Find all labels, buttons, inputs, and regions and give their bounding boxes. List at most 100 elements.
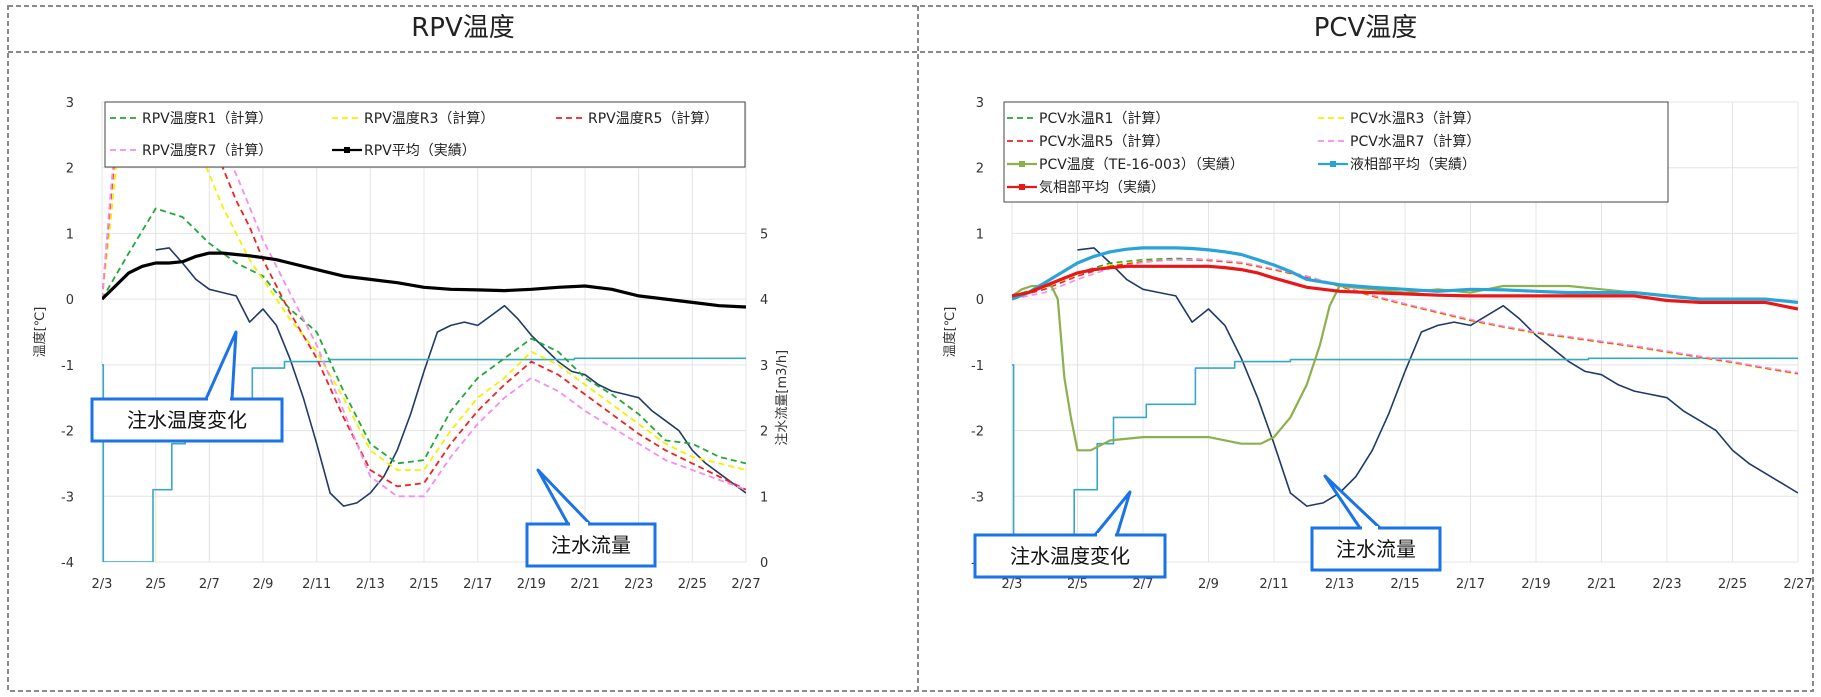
x-tick-label: 2/21 (570, 577, 599, 592)
legend-label: PCV水温R7（計算） (1350, 134, 1480, 150)
x-tick-label: 2/9 (1198, 577, 1219, 592)
series-line (102, 102, 746, 498)
y-tick-label: -3 (971, 490, 984, 505)
x-tick-label: 2/5 (1067, 577, 1088, 592)
y-tick-label: 2 (976, 162, 984, 177)
y-tick-label: 2 (66, 162, 74, 177)
x-tick-label: 2/17 (1456, 577, 1485, 592)
x-tick-label: 2/15 (409, 577, 438, 592)
y2-tick-label: 5 (1812, 227, 1813, 242)
legend-label: RPV平均（実績） (364, 143, 476, 159)
y2-tick-label: 1 (760, 490, 768, 505)
x-tick-label: 2/21 (1587, 577, 1616, 592)
callout-box (525, 522, 657, 568)
legend-label: 気相部平均（実績） (1039, 180, 1165, 196)
callout-label: 注水温度変化 (127, 408, 247, 432)
x-tick-label: 2/27 (731, 577, 760, 592)
legend-marker (1330, 161, 1336, 167)
pcv-temperature-chart: 2/3 2/5 2/7 2/9 2/11 2/13 2/15 2/17 2/19 2/21 2/23… (942, 96, 1813, 592)
y-tick-label: -3 (61, 490, 74, 505)
y2-tick-label: 2 (760, 425, 768, 440)
series-line (102, 207, 746, 465)
callout-label: 注水流量 (1336, 537, 1416, 561)
legend-label: RPV温度R1（計算） (142, 111, 272, 127)
panel-title-rpv: RPV温度 (411, 13, 515, 43)
y-tick-label: 1 (976, 227, 984, 242)
legend-marker (344, 147, 350, 153)
y2-tick-label: 0 (760, 556, 768, 571)
x-tick-label: 2/13 (356, 577, 385, 592)
legend-label: PCV温度（TE-16-003）（実績） (1039, 157, 1244, 173)
x-tick-label: 2/27 (1783, 577, 1812, 592)
y2-tick-label: 4 (1812, 293, 1813, 308)
legend-marker (1019, 161, 1025, 167)
y-tick-label: -1 (61, 359, 74, 374)
y-tick-label: 1 (66, 227, 74, 242)
x-tick-label: 2/23 (624, 577, 653, 592)
series-line (155, 247, 746, 507)
callout-box (973, 533, 1167, 579)
x-tick-label: 2/3 (92, 577, 113, 592)
x-tick-label: 2/11 (1259, 577, 1288, 592)
series-line (1012, 246, 1798, 304)
legend-label: RPV温度R5（計算） (588, 111, 718, 127)
callout-box (1310, 526, 1442, 572)
callout-box (90, 397, 284, 443)
callout-pointer (204, 330, 238, 401)
x-tick-label: 2/17 (463, 577, 492, 592)
legend-label: PCV水温R5（計算） (1039, 134, 1169, 150)
legend-box (104, 101, 746, 168)
x-tick-label: 2/23 (1652, 577, 1681, 592)
y-axis-label: 温度[℃] (942, 307, 958, 358)
y-tick-label: 3 (976, 96, 984, 111)
callout-label: 注水流量 (551, 533, 631, 557)
series-line (1012, 284, 1798, 452)
legend-label: 液相部平均（実績） (1350, 157, 1476, 173)
series-line (1012, 264, 1798, 311)
x-tick-label: 2/15 (1390, 577, 1419, 592)
x-tick-label: 2/3 (1002, 577, 1023, 592)
callout-pointer (1093, 490, 1132, 537)
series-line (102, 251, 746, 309)
y2-tick-label: 2 (1812, 425, 1813, 440)
x-tick-label: 2/13 (1325, 577, 1354, 592)
series-line (1077, 247, 1798, 507)
y-tick-label: -2 (971, 425, 984, 440)
legend-label: RPV温度R7（計算） (142, 143, 272, 159)
x-tick-label: 2/25 (1718, 577, 1747, 592)
y-tick-label: 0 (66, 293, 74, 308)
rpv-temperature-chart: 2/3 2/5 2/7 2/9 2/11 2/13 2/15 2/17 2/19 2/21 2/23… (32, 96, 790, 592)
y2-tick-label: 5 (760, 227, 768, 242)
callout-pointer (1323, 474, 1382, 530)
legend-label: RPV温度R3（計算） (364, 111, 494, 127)
y-tick-label: 3 (66, 96, 74, 111)
y2-tick-label: 1 (1812, 490, 1813, 505)
x-tick-label: 2/25 (678, 577, 707, 592)
legend-label: PCV水温R3（計算） (1350, 111, 1480, 127)
y-tick-label: -2 (61, 425, 74, 440)
legend-label: PCV水温R1（計算） (1039, 111, 1169, 127)
y2-tick-label: 4 (760, 293, 768, 308)
y-axis-label: 温度[℃] (32, 307, 48, 358)
y2-axis-label: 注水流量[m3/h] (775, 350, 790, 446)
y-tick-label: -1 (971, 359, 984, 374)
y2-tick-label: 0 (1812, 556, 1813, 571)
legend-box (1003, 101, 1669, 203)
x-tick-label: 2/19 (517, 577, 546, 592)
x-tick-label: 2/7 (199, 577, 220, 592)
series-line (1012, 258, 1798, 374)
x-tick-label: 2/9 (253, 577, 274, 592)
x-tick-label: 2/5 (145, 577, 166, 592)
panel-title-pcv: PCV温度 (1313, 13, 1418, 43)
y2-tick-label: 3 (1812, 359, 1813, 374)
callout-pointer (536, 468, 592, 526)
y2-tick-label: 3 (760, 359, 768, 374)
x-tick-label: 2/11 (302, 577, 331, 592)
y-tick-label: -4 (61, 556, 74, 571)
series-line (102, 102, 746, 471)
x-tick-label: 2/7 (1133, 577, 1154, 592)
legend-marker (1019, 184, 1025, 190)
x-tick-label: 2/19 (1521, 577, 1550, 592)
